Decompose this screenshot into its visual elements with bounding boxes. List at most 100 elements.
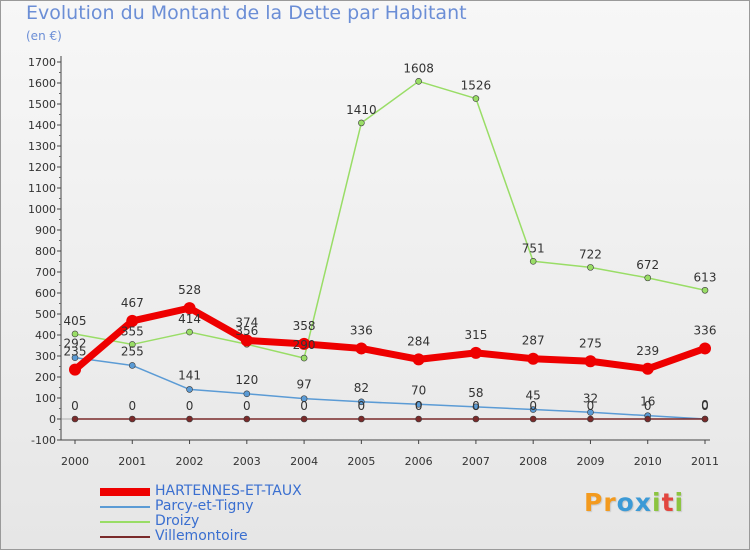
data-point	[529, 415, 537, 423]
data-label: 722	[579, 247, 602, 261]
data-point	[243, 390, 251, 398]
data-point	[641, 362, 654, 375]
data-label: 82	[354, 381, 369, 395]
data-label: 0	[472, 399, 480, 413]
x-tick-label: 2002	[176, 455, 204, 468]
logo-letter: P	[584, 488, 604, 517]
data-label: 0	[644, 399, 652, 413]
data-point	[644, 415, 652, 423]
data-point	[358, 119, 365, 127]
data-point	[415, 400, 422, 408]
y-tick-label: 1300	[28, 140, 56, 153]
data-label: 58	[468, 386, 483, 400]
data-label: 0	[701, 398, 709, 412]
data-label: 287	[522, 334, 545, 348]
data-point	[300, 354, 308, 362]
data-label: 239	[636, 344, 659, 358]
series-line-0	[71, 304, 709, 374]
proxiti-logo: Proxiti	[584, 488, 684, 517]
y-tick-label: 1400	[28, 119, 56, 132]
data-label: 356	[235, 324, 258, 338]
legend-label: Droizy	[155, 513, 200, 529]
y-tick-label: 900	[35, 224, 56, 237]
data-label: 0	[701, 399, 709, 413]
data-label: 70	[411, 383, 426, 397]
data-label: 255	[121, 344, 144, 358]
data-label: 336	[694, 323, 717, 337]
logo-letter: r	[603, 488, 617, 517]
data-point	[415, 78, 422, 85]
x-tick-label: 2008	[519, 455, 547, 468]
legend-swatch	[100, 506, 150, 508]
data-point	[126, 314, 139, 327]
logo-letter: o	[616, 488, 635, 517]
data-label: 16	[640, 395, 655, 409]
data-point	[128, 415, 136, 423]
y-tick-label: 0	[49, 413, 56, 426]
data-label: 336	[350, 323, 373, 337]
data-label: 315	[464, 328, 487, 342]
data-point	[298, 337, 311, 350]
data-label: 528	[178, 283, 201, 297]
data-label: 0	[358, 399, 366, 413]
data-point	[71, 330, 79, 338]
data-label: 1410	[346, 103, 377, 117]
x-tick-label: 2011	[691, 455, 719, 468]
y-tick-label: 1700	[28, 56, 56, 69]
data-label: 1526	[461, 79, 492, 93]
data-label: 292	[64, 337, 87, 351]
data-point	[300, 395, 308, 402]
data-label: 235	[64, 345, 87, 359]
chart-subtitle: (en €)	[26, 29, 62, 43]
x-tick-label: 2001	[118, 455, 146, 468]
y-tick-label: 400	[35, 329, 56, 342]
data-point	[587, 415, 594, 423]
data-point	[587, 264, 594, 271]
data-point	[699, 342, 711, 355]
legend-label: HARTENNES-ET-TAUX	[155, 483, 302, 499]
data-point	[472, 403, 480, 411]
y-tick-label: 500	[35, 308, 56, 321]
data-label: 0	[186, 399, 194, 413]
logo-letter: t	[661, 488, 675, 517]
legend-swatch	[100, 521, 150, 523]
y-tick-label: 300	[35, 350, 56, 363]
data-point	[186, 328, 193, 336]
legend-label: Villemontoire	[155, 528, 248, 544]
data-label: 120	[235, 373, 258, 387]
y-tick-label: 1200	[28, 161, 56, 174]
data-label: 414	[178, 312, 201, 326]
data-point	[128, 362, 136, 369]
data-point	[358, 398, 365, 406]
data-label: 0	[300, 399, 308, 413]
x-tick-label: 2000	[61, 455, 89, 468]
legend-swatch	[100, 536, 150, 538]
data-label: 284	[407, 334, 430, 348]
data-label: 672	[636, 258, 659, 272]
data-point	[412, 353, 425, 366]
legend-swatch	[100, 488, 150, 496]
series-line-1	[74, 356, 706, 420]
data-label: 358	[293, 319, 316, 333]
y-tick-label: 1000	[28, 203, 56, 216]
data-label: 275	[579, 336, 602, 350]
data-point	[243, 415, 251, 423]
data-point	[529, 257, 537, 265]
data-point	[701, 286, 709, 294]
data-point	[527, 352, 540, 365]
x-tick-label: 2004	[290, 455, 318, 468]
data-label: 355	[121, 324, 144, 338]
data-point	[587, 408, 594, 416]
data-point	[186, 386, 193, 393]
data-label: 45	[526, 389, 541, 403]
data-label: 467	[121, 296, 144, 310]
data-label: 0	[128, 399, 136, 413]
data-point	[701, 415, 709, 423]
logo-letter: x	[634, 488, 652, 517]
data-point	[358, 415, 365, 423]
data-label: 751	[522, 241, 545, 255]
data-label: 141	[178, 368, 201, 382]
y-tick-label: 100	[35, 392, 56, 405]
data-label: 0	[529, 399, 537, 413]
